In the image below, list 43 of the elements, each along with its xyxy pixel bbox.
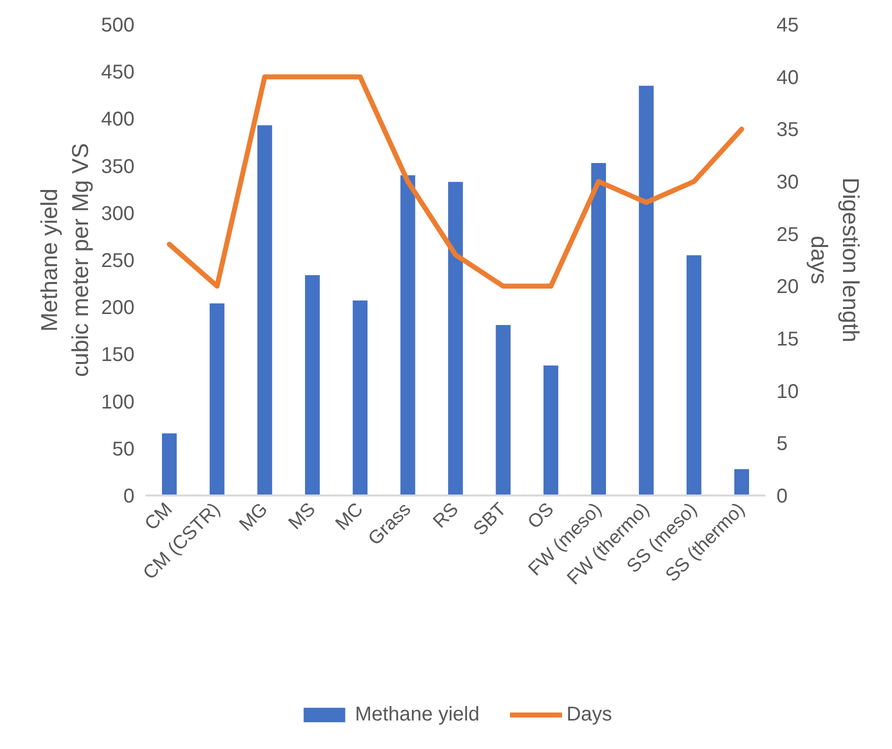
bar bbox=[591, 162, 606, 496]
y-tick-label: 200 bbox=[101, 297, 135, 320]
x-tick-label: OS bbox=[524, 499, 558, 534]
y-tick-label: 150 bbox=[101, 344, 135, 366]
y-tick-label: 350 bbox=[101, 156, 135, 178]
bar bbox=[496, 325, 511, 496]
y2-tick-label: 35 bbox=[776, 119, 799, 142]
y2-tick-label: 5 bbox=[776, 433, 788, 456]
y-tick-label: 100 bbox=[101, 391, 135, 414]
bar bbox=[162, 433, 177, 496]
bar bbox=[257, 125, 272, 496]
bar bbox=[448, 182, 463, 496]
y2-tick-label: 30 bbox=[776, 172, 799, 194]
y2-axis-title: Digestion length days bbox=[806, 178, 864, 342]
y2-tick-label: 15 bbox=[776, 328, 799, 350]
y-tick-label: 0 bbox=[123, 486, 134, 508]
legend-label: Days bbox=[566, 703, 612, 726]
y-tick-label: 450 bbox=[101, 62, 135, 84]
bar bbox=[210, 303, 224, 496]
y-axis-title: Methane yield cubic meter per Mg VS bbox=[36, 143, 94, 377]
x-tick-label: MG bbox=[236, 499, 272, 536]
y-tick-label: 500 bbox=[101, 14, 135, 36]
y2-tick-label: 45 bbox=[776, 14, 799, 36]
bar bbox=[734, 469, 750, 496]
y2-tick-label: 20 bbox=[776, 276, 799, 298]
y-tick-label: 250 bbox=[101, 250, 135, 272]
y2-tick-label: 40 bbox=[776, 66, 799, 89]
bar bbox=[305, 275, 320, 496]
y-tick-label: 50 bbox=[112, 438, 135, 460]
x-tick-label: MS bbox=[284, 499, 320, 534]
bar bbox=[400, 175, 416, 496]
y2-tick-label: 25 bbox=[776, 224, 799, 246]
bar bbox=[543, 366, 558, 496]
bar bbox=[686, 255, 702, 496]
y-tick-label: 300 bbox=[101, 202, 135, 225]
x-tick-label: MC bbox=[332, 499, 368, 535]
bar bbox=[638, 86, 654, 496]
y-tick-label: 400 bbox=[101, 108, 135, 131]
x-tick-label: RS bbox=[429, 499, 463, 533]
bar bbox=[352, 300, 368, 496]
y2-tick-label: 0 bbox=[776, 486, 788, 508]
legend-label: Methane yield bbox=[354, 703, 480, 726]
y2-tick-label: 10 bbox=[776, 380, 799, 403]
